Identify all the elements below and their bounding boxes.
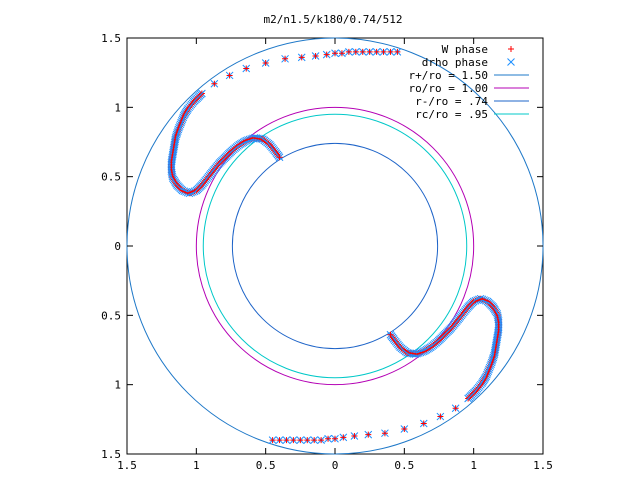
point: [381, 429, 389, 438]
point: [419, 419, 428, 428]
point: [351, 48, 360, 56]
point: [210, 79, 219, 88]
point: [436, 412, 445, 421]
y-tick-label: 0: [114, 240, 121, 253]
point: [400, 425, 409, 433]
point: [275, 436, 284, 444]
legend-marker-plus: [508, 46, 514, 52]
point: [322, 50, 331, 59]
chart-title: m2/n1.5/k180/0.74/512: [263, 13, 402, 26]
legend-marker-cross: [507, 58, 515, 66]
legend-label: drho phase: [422, 56, 488, 69]
point: [297, 53, 306, 62]
x-tick-label: 0: [332, 459, 339, 472]
point: [303, 436, 312, 444]
y-tick-label: 1: [114, 101, 121, 114]
legend-label: ro/ro = 1.00: [409, 82, 488, 95]
point: [317, 436, 325, 444]
point: [331, 434, 339, 443]
points-layer: [167, 48, 503, 444]
point: [311, 52, 320, 60]
point: [296, 436, 305, 444]
point: [225, 71, 234, 80]
legend-label: r-/ro = .74: [415, 95, 488, 108]
y-tick-label: 1.5: [101, 32, 121, 45]
x-tick-label: 0.5: [394, 459, 414, 472]
point: [324, 434, 332, 443]
legend-label: r+/ro = 1.50: [409, 69, 488, 82]
point: [338, 49, 346, 58]
legend-label: W phase: [442, 43, 488, 56]
circle-2: [231, 142, 439, 350]
x-tick-label: 1.5: [533, 459, 553, 472]
point: [451, 404, 460, 413]
point: [386, 330, 395, 339]
point: [372, 48, 381, 56]
circle-3: [202, 113, 468, 379]
point: [386, 48, 395, 56]
point: [379, 48, 388, 56]
ticks-layer: 1.5 1 0.5 0 0.5 1 1.51.510.500.511.5: [101, 32, 553, 472]
y-tick-label: 0.5: [101, 309, 121, 322]
point: [261, 59, 270, 67]
point: [289, 436, 298, 444]
y-tick-label: 0.5: [101, 171, 121, 184]
x-tick-label: 0.5: [256, 459, 276, 472]
circle-1: [195, 106, 475, 386]
point: [393, 48, 402, 56]
point: [275, 153, 284, 162]
point: [242, 64, 251, 73]
point: [268, 436, 277, 444]
point: [350, 432, 359, 440]
point: [358, 48, 367, 56]
point: [365, 48, 374, 56]
point: [364, 430, 373, 439]
x-tick-label: 1: [470, 459, 477, 472]
x-tick-label: 1.5: [117, 459, 137, 472]
x-tick-label: 1: [193, 459, 200, 472]
point: [331, 49, 339, 58]
point: [339, 433, 348, 442]
point: [282, 436, 291, 444]
point: [345, 48, 353, 56]
legend-label: rc/ro = .95: [415, 108, 488, 121]
y-tick-label: 1: [114, 379, 121, 392]
point: [281, 54, 289, 63]
y-tick-label: 1.5: [101, 448, 121, 461]
point: [310, 436, 319, 444]
